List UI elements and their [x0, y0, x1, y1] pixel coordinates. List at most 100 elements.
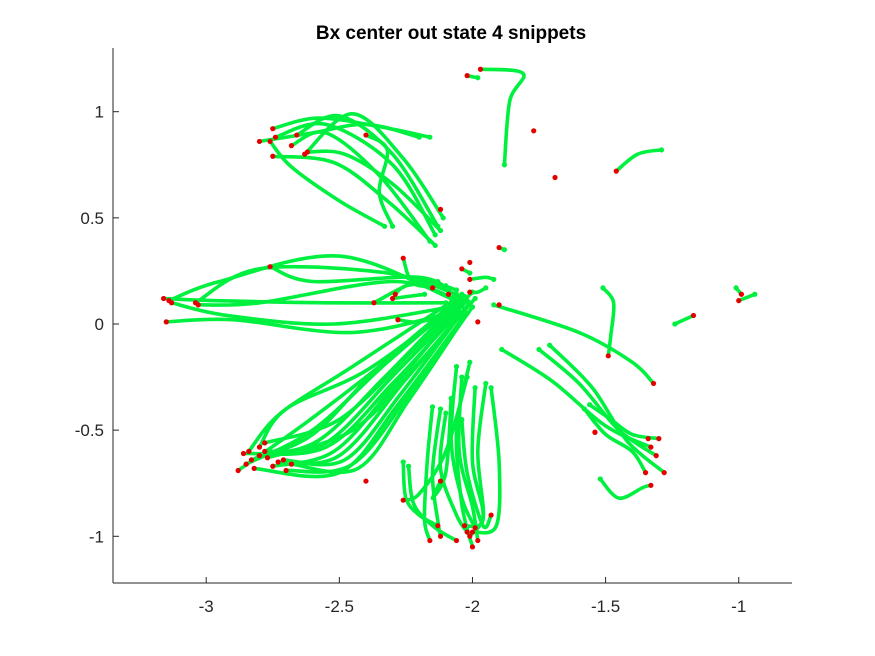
trajectory-end-marker	[467, 359, 473, 365]
trajectory-start-marker	[270, 463, 276, 469]
trajectory-end-marker	[443, 300, 449, 306]
trajectory-start-marker	[642, 470, 649, 476]
trajectory-end-marker	[459, 416, 465, 423]
trajectory-end-marker	[421, 291, 428, 297]
trajectory-end-marker	[483, 380, 489, 387]
trajectory-end-marker	[658, 147, 665, 153]
trajectory-start-marker	[496, 244, 502, 251]
trajectory-line	[492, 303, 656, 386]
trajectory-line	[289, 311, 469, 475]
trajectory-end-marker	[672, 321, 678, 327]
trajectory-end-marker	[469, 304, 476, 310]
trajectory-start-marker	[262, 440, 268, 446]
start-point-marker	[467, 259, 473, 266]
trajectory-end-marker	[453, 363, 460, 370]
trajectory-start-marker	[427, 537, 433, 544]
start-point-marker	[437, 206, 444, 212]
trajectory-line	[169, 301, 453, 326]
trajectory-start-marker	[690, 312, 697, 319]
trajectory-start-marker	[243, 461, 249, 467]
trajectory-start-marker	[389, 295, 396, 302]
trajectory-end-marker	[472, 385, 478, 391]
trajectory-end-marker	[453, 287, 460, 293]
trajectory-start-marker	[656, 436, 662, 442]
trajectory-line	[257, 305, 456, 449]
axes: -3 -2.5 -2 -1.5 -1 1 0.5 0 -0.5 -1	[75, 48, 792, 616]
trajectory-end-marker	[432, 242, 438, 249]
trajectory-line	[273, 121, 437, 237]
trajectory-start-marker	[488, 512, 494, 518]
trajectory-start-marker	[467, 289, 473, 295]
trajectory-line	[294, 113, 440, 229]
trajectory-start-marker	[240, 450, 247, 457]
trajectory-start-marker	[459, 266, 465, 272]
trajectory-line	[305, 149, 443, 233]
trajectory-end-marker	[448, 295, 454, 302]
x-tick-label: -3	[199, 597, 214, 616]
trajectory-start-marker	[392, 291, 398, 297]
trajectory-line	[406, 464, 459, 543]
trajectory-end-marker	[459, 374, 465, 380]
y-tick-label: -0.5	[75, 421, 104, 440]
trajectory-line	[364, 133, 395, 229]
trajectory-start-marker	[453, 537, 460, 544]
x-tick-label: -2.5	[325, 597, 354, 616]
trajectory-line	[598, 477, 653, 500]
trajectory-start-marker	[267, 264, 273, 270]
trajectory-start-marker	[280, 457, 287, 463]
trajectory-end-marker	[456, 308, 462, 314]
trajectory-end-marker	[600, 285, 606, 291]
trajectory-start-marker	[294, 132, 300, 138]
trajectory-start-marker	[469, 529, 476, 535]
trajectory-end-marker	[453, 295, 460, 302]
trajectory-end-marker	[451, 291, 457, 297]
trajectory-start-marker	[270, 126, 276, 132]
trajectory-end-marker	[451, 304, 457, 310]
trajectory-end-marker	[483, 285, 489, 291]
trajectory-start-marker	[464, 72, 470, 79]
trajectory-line	[460, 417, 493, 530]
trajectory-end-marker	[416, 134, 422, 140]
trajectory-start-marker	[400, 255, 406, 261]
trajectory-start-marker	[248, 457, 255, 463]
trajectory-start-marker	[738, 291, 745, 297]
start-point-marker	[475, 319, 481, 325]
y-tick-label: 0	[95, 315, 104, 334]
trajectory-line	[430, 396, 453, 500]
trajectory-end-marker	[472, 295, 478, 302]
trajectory-start-marker	[246, 448, 252, 454]
trajectory-end-marker	[467, 300, 473, 306]
trajectory-start-marker	[288, 143, 295, 149]
trajectory-start-marker	[653, 453, 659, 459]
trajectory-start-marker	[400, 497, 406, 503]
trajectory-line	[247, 296, 459, 454]
trajectory-line	[614, 148, 664, 173]
trajectory-start-marker	[650, 380, 657, 387]
trajectory-line	[289, 130, 432, 243]
trajectory-start-marker	[464, 529, 470, 535]
trajectory-end-marker	[448, 395, 454, 401]
trajectory-end-marker	[427, 134, 433, 140]
trajectory-line	[449, 364, 477, 530]
trajectory-line	[281, 307, 467, 467]
trajectory-start-marker	[437, 533, 444, 539]
trajectory-end-marker	[453, 300, 460, 306]
trajectory-end-marker	[389, 223, 396, 229]
y-tick-label: 1	[95, 103, 104, 122]
trajectory-end-marker	[501, 247, 508, 253]
start-point-marker	[645, 436, 651, 442]
trajectory-end-marker	[461, 306, 468, 312]
trajectory-end-marker	[752, 291, 758, 297]
trajectory-end-marker	[581, 406, 587, 412]
trajectory-start-marker	[613, 168, 619, 174]
start-point-marker	[429, 285, 436, 291]
trajectory-start-marker	[195, 302, 201, 308]
trajectory-start-marker	[437, 478, 444, 484]
y-tick-label: -1	[89, 527, 104, 546]
trajectory-line	[673, 313, 696, 326]
trajectory-line	[393, 279, 440, 297]
trajectory-end-marker	[491, 302, 497, 308]
trajectory-end-marker	[459, 302, 465, 308]
trajectory-end-marker	[491, 276, 497, 283]
trajectory-end-marker	[427, 238, 433, 244]
